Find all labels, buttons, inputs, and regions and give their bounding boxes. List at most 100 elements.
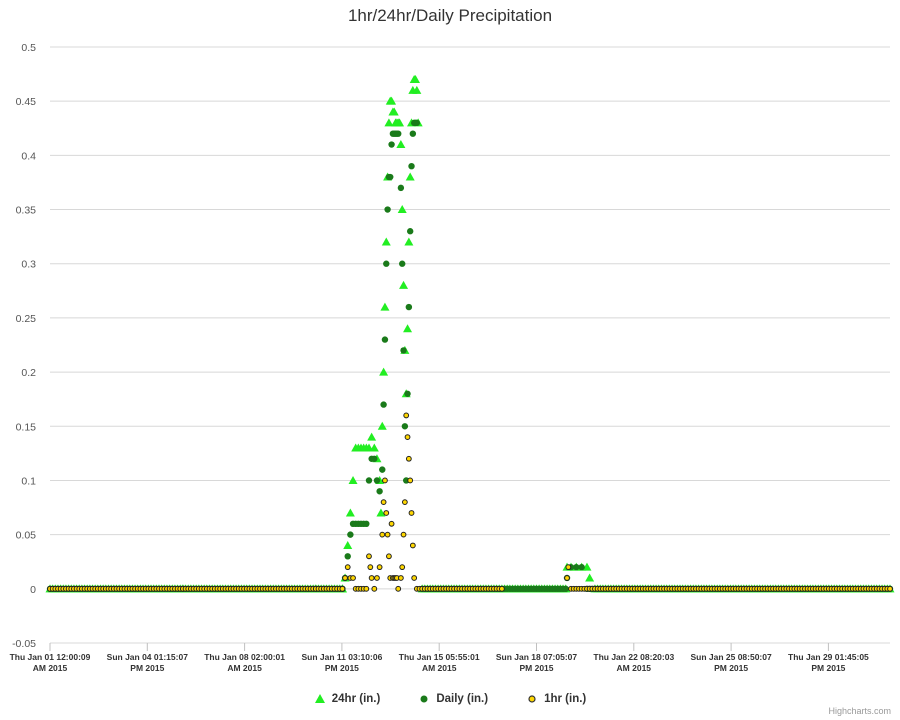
data-point-daily (409, 130, 417, 137)
y-tick-label: 0.5 (21, 42, 36, 54)
x-tick-label: PM 2015 (130, 663, 164, 673)
data-point-daily (573, 563, 580, 571)
data-point-daily (384, 206, 391, 213)
data-point-24hr (405, 172, 415, 181)
y-tick-label: 0.4 (21, 150, 36, 162)
data-point-daily (395, 130, 402, 137)
data-point-daily (562, 585, 569, 593)
data-point-1hr (400, 531, 407, 538)
data-point-1hr (401, 499, 408, 506)
data-point-24hr (395, 118, 405, 127)
y-tick-label: 0.05 (16, 530, 37, 542)
data-point-24hr (376, 508, 386, 517)
data-point-daily (387, 173, 394, 181)
chart-legend: 24hr (in.) Daily (in.) 1hr (in.) (0, 693, 900, 705)
x-tick-label: Sun Jan 18 07:05:07 (496, 652, 578, 662)
data-point-24hr (384, 118, 394, 127)
y-tick-label: 0.1 (21, 475, 36, 487)
x-tick-label: PM 2015 (811, 663, 845, 673)
legend-label-24hr: 24hr (in.) (331, 693, 381, 705)
legend-item-1hr[interactable]: 1hr (in.) (526, 693, 586, 705)
legend-label-daily: Daily (in.) (436, 693, 489, 705)
data-point-24hr (389, 107, 399, 116)
data-point-1hr (386, 553, 392, 560)
x-tick-label: Thu Jan 29 01:45:05 (788, 652, 869, 662)
data-point-1hr (399, 564, 406, 571)
y-tick-label: -0.05 (12, 638, 36, 650)
x-tick-label: PM 2015 (325, 663, 359, 673)
data-point-1hr (344, 564, 351, 571)
data-point-24hr (377, 421, 387, 430)
x-tick-label: Thu Jan 08 02:00:01 (204, 652, 285, 662)
data-point-daily (381, 336, 389, 343)
data-point-24hr (381, 237, 391, 246)
legend-item-daily[interactable]: Daily (in.) (418, 693, 488, 705)
data-point-daily (371, 455, 378, 462)
data-point-1hr (379, 531, 386, 538)
data-point-24hr (585, 573, 595, 582)
data-point-daily (380, 401, 387, 408)
data-point-daily (383, 260, 390, 267)
data-point-1hr (395, 585, 402, 592)
data-point-1hr (382, 477, 388, 484)
x-tick-label: Sun Jan 04 01:15:07 (107, 652, 189, 662)
legend-item-24hr[interactable]: 24hr (in.) (314, 693, 381, 705)
x-tick-label: PM 2015 (519, 663, 553, 673)
y-tick-label: 0.15 (16, 421, 37, 433)
data-point-24hr (397, 205, 407, 214)
data-point-1hr (388, 520, 395, 527)
data-point-24hr (396, 140, 406, 149)
data-point-1hr (363, 585, 370, 592)
data-point-daily (408, 163, 415, 170)
x-tick-label: Thu Jan 15 05:55:01 (399, 652, 480, 662)
data-point-24hr (345, 508, 355, 517)
data-point-24hr (404, 237, 414, 246)
x-tick-label: Thu Jan 01 12:00:09 (10, 652, 91, 662)
data-point-1hr (407, 477, 414, 484)
data-point-1hr (383, 510, 390, 516)
circle-marker-icon (420, 695, 428, 703)
data-point-24hr (399, 280, 409, 289)
data-point-daily (397, 184, 405, 192)
data-point-1hr (376, 564, 383, 571)
y-tick-label: 0.2 (21, 367, 36, 379)
data-point-daily (347, 531, 354, 538)
x-tick-label: PM 2015 (714, 663, 748, 673)
data-point-daily (344, 553, 351, 560)
y-tick-label: 0.3 (21, 259, 36, 271)
data-point-1hr (350, 575, 356, 581)
y-tick-label: 0 (30, 584, 36, 596)
legend-label-1hr: 1hr (in.) (544, 693, 587, 705)
data-point-daily (388, 141, 395, 148)
data-point-24hr (343, 540, 353, 549)
data-point-1hr (498, 585, 505, 592)
data-point-1hr (367, 564, 374, 571)
data-point-24hr (348, 475, 358, 484)
x-tick-label: Sun Jan 11 03:10:06 (302, 652, 383, 662)
data-point-1hr (342, 575, 348, 581)
data-point-1hr (366, 553, 372, 560)
x-tick-label: AM 2015 (617, 663, 652, 673)
data-point-1hr (380, 499, 387, 506)
data-point-1hr (339, 585, 346, 592)
data-point-1hr (374, 575, 380, 581)
data-point-24hr (379, 367, 389, 376)
data-point-24hr (369, 443, 379, 452)
data-point-24hr (387, 96, 397, 105)
circle-outline-marker-icon (528, 695, 536, 703)
credits-link[interactable]: Highcharts.com (828, 706, 891, 716)
data-point-1hr (411, 575, 418, 581)
data-point-1hr (564, 575, 570, 581)
data-point-24hr (380, 302, 390, 311)
y-tick-label: 0.45 (16, 96, 37, 108)
x-tick-label: AM 2015 (227, 663, 262, 673)
data-point-1hr (887, 585, 893, 592)
x-tick-label: Sun Jan 25 08:50:07 (690, 652, 772, 662)
data-point-24hr (412, 85, 422, 94)
data-point-daily (365, 477, 373, 484)
triangle-marker-icon (314, 694, 325, 703)
data-point-1hr (371, 585, 378, 592)
y-tick-label: 0.35 (16, 205, 37, 217)
x-tick-label: AM 2015 (422, 663, 457, 673)
chart-plot-area: 0.5 0.45 0.4 0.35 0.3 0.25 0.2 0.15 0.1 0.05 0 -0.0… (10, 42, 895, 673)
